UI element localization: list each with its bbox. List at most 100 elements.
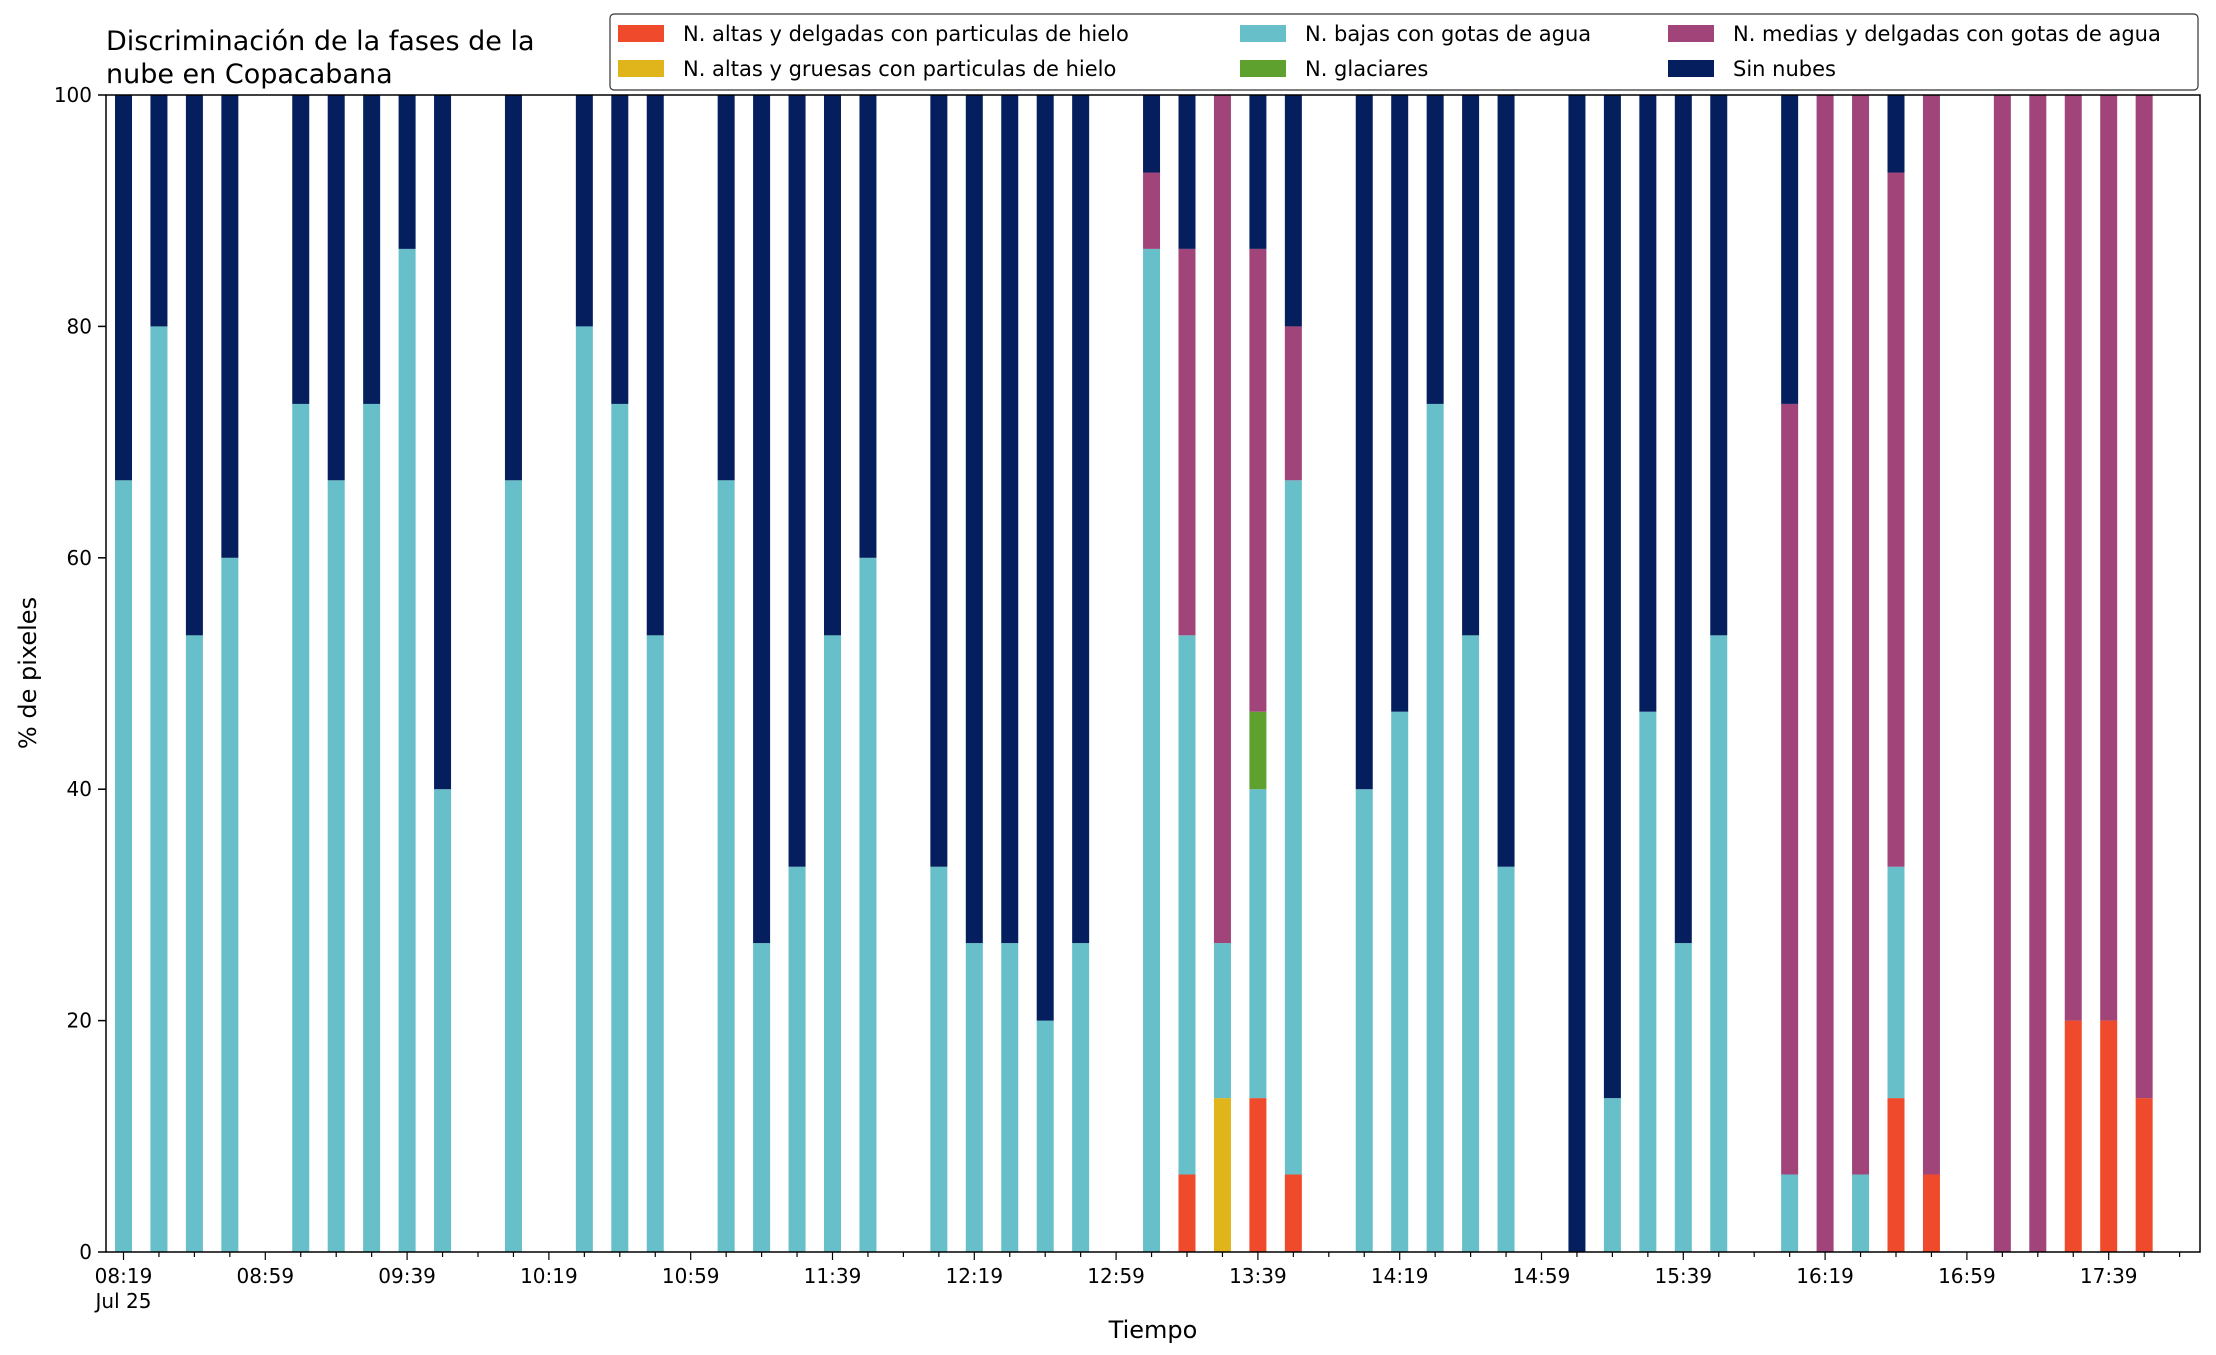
bar-segment-1339-s3	[1249, 711, 1267, 790]
bar-segment-1329-s2	[1213, 943, 1231, 1099]
bar-segment-1539-s5	[1674, 95, 1692, 944]
x-tick-label: 12:19	[945, 1264, 1003, 1288]
bar-segment-1119-s5	[753, 95, 771, 944]
bar-segment-1619-s4	[1816, 95, 1834, 1252]
bar-segment-0929-s5	[363, 95, 381, 404]
legend-label: N. altas y delgadas con particulas de hi…	[683, 22, 1129, 46]
legend-swatch	[1240, 60, 1286, 77]
legend-label: Sin nubes	[1733, 57, 1836, 81]
x-tick-label: 10:19	[520, 1264, 578, 1288]
bar-segment-1119-s2	[753, 943, 771, 1252]
bar-segment-1039-s5	[611, 95, 629, 404]
bar-segment-1549-s5	[1710, 95, 1728, 636]
bar-segment-1309-s4	[1143, 172, 1161, 249]
bar-segment-1639-s2	[1887, 866, 1905, 1099]
bar-segment-0919-s5	[327, 95, 345, 481]
bar-segment-1319-s5	[1178, 95, 1196, 249]
bar-segment-1509-s5	[1568, 95, 1586, 1252]
bar-segment-0839-s2	[185, 635, 203, 1252]
bar-segment-1539-s2	[1674, 943, 1692, 1252]
bar-segment-1129-s5	[788, 95, 806, 867]
bar-segment-1529-s2	[1639, 711, 1657, 1252]
bar-segment-0909-s5	[292, 95, 310, 404]
bar-segment-1239-s5	[1036, 95, 1054, 1021]
bar-segment-1329-s1	[1213, 1098, 1231, 1252]
bar-segment-0939-s5	[398, 95, 416, 249]
bar-segment-1249-s2	[1072, 943, 1090, 1252]
bar-segment-1629-s2	[1852, 1174, 1870, 1252]
bar-segment-1219-s2	[965, 943, 983, 1252]
bar-segment-1449-s5	[1497, 95, 1515, 867]
bar-segment-1049-s5	[646, 95, 664, 636]
x-tick-label: 08:59	[236, 1264, 294, 1288]
bar-segment-1429-s2	[1426, 403, 1444, 1252]
legend-label: N. bajas con gotas de agua	[1305, 22, 1591, 46]
bar-segment-1409-s2	[1355, 789, 1373, 1252]
bar-segment-0819-s2	[115, 480, 132, 1252]
bar-segment-1439-s2	[1462, 635, 1480, 1252]
bar-segment-1339-s2	[1249, 789, 1267, 1099]
x-axis-label: Tiempo	[1108, 1316, 1198, 1344]
bar-segment-1349-s5	[1284, 95, 1302, 327]
x-tick-label: 13:39	[1229, 1264, 1287, 1288]
bar-segment-1009-s2	[504, 480, 522, 1252]
x-tick-label: 12:59	[1087, 1264, 1145, 1288]
bars-layer	[115, 95, 2153, 1252]
bar-segment-1109-s2	[717, 480, 735, 1252]
y-tick-label: 60	[67, 546, 92, 570]
bar-segment-1519-s2	[1603, 1098, 1621, 1252]
legend-label: N. medias y delgadas con gotas de agua	[1733, 22, 2161, 46]
bar-segment-1229-s2	[1001, 943, 1019, 1252]
bar-segment-1709-s4	[1993, 95, 2011, 1252]
legend-swatch	[618, 25, 664, 42]
x-tick-label: 08:19	[95, 1264, 153, 1288]
legend-swatch	[618, 60, 664, 77]
bar-segment-1209-s2	[930, 866, 948, 1252]
bar-segment-1639-s4	[1887, 172, 1905, 867]
y-tick-label: 20	[67, 1009, 92, 1033]
bar-segment-1149-s5	[859, 95, 877, 558]
bar-segment-1719-s4	[2029, 95, 2047, 1252]
bar-segment-1739-s0	[2100, 1020, 2118, 1252]
bar-segment-1319-s0	[1178, 1174, 1196, 1252]
bar-segment-1729-s0	[2064, 1020, 2082, 1252]
bar-segment-1609-s4	[1781, 403, 1799, 1175]
bar-segment-1519-s5	[1603, 95, 1621, 1099]
x-axis: 08:19 08:59 09:39 10:19 10:59 11:39 12:19 12:59…	[94, 1252, 2181, 1313]
bar-segment-0829-s2	[150, 326, 168, 1252]
y-tick-label: 40	[67, 777, 92, 801]
plot-frame	[105, 94, 2201, 1253]
y-tick-label: 80	[67, 314, 92, 338]
bar-segment-1249-s5	[1072, 95, 1090, 944]
bar-segment-1639-s0	[1887, 1098, 1905, 1252]
bar-segment-0939-s2	[398, 248, 416, 1252]
bar-segment-0929-s2	[363, 403, 381, 1252]
bar-segment-1139-s2	[824, 635, 841, 1252]
legend-label: N. altas y gruesas con particulas de hie…	[683, 57, 1116, 81]
bar-segment-1009-s5	[504, 95, 522, 481]
bar-segment-1549-s2	[1710, 635, 1728, 1252]
bar-segment-1749-s0	[2135, 1098, 2153, 1252]
bar-segment-1239-s2	[1036, 1020, 1054, 1252]
bar-segment-0839-s5	[185, 95, 203, 636]
bar-segment-1629-s4	[1852, 95, 1870, 1175]
bar-segment-0949-s5	[434, 95, 452, 790]
bar-segment-1439-s5	[1462, 95, 1480, 636]
bar-segment-1349-s4	[1284, 326, 1302, 481]
x-tick-label: 14:19	[1371, 1264, 1429, 1288]
x-tick-label: 15:39	[1654, 1264, 1712, 1288]
y-axis-label: % de pixeles	[14, 597, 42, 749]
x-tick-label: 09:39	[378, 1264, 436, 1288]
bar-segment-1339-s4	[1249, 248, 1267, 712]
bar-segment-1039-s2	[611, 403, 629, 1252]
bar-segment-1329-s4	[1213, 95, 1231, 944]
bar-segment-1319-s4	[1178, 248, 1196, 636]
bar-segment-0829-s5	[150, 95, 168, 327]
x-tick-label: 10:59	[662, 1264, 720, 1288]
x-tick-label: 16:19	[1796, 1264, 1854, 1288]
bar-segment-0849-s5	[221, 95, 239, 558]
bar-segment-1029-s5	[575, 95, 593, 327]
bar-segment-1729-s4	[2064, 95, 2082, 1021]
x-tick-label: 16:59	[1938, 1264, 1996, 1288]
